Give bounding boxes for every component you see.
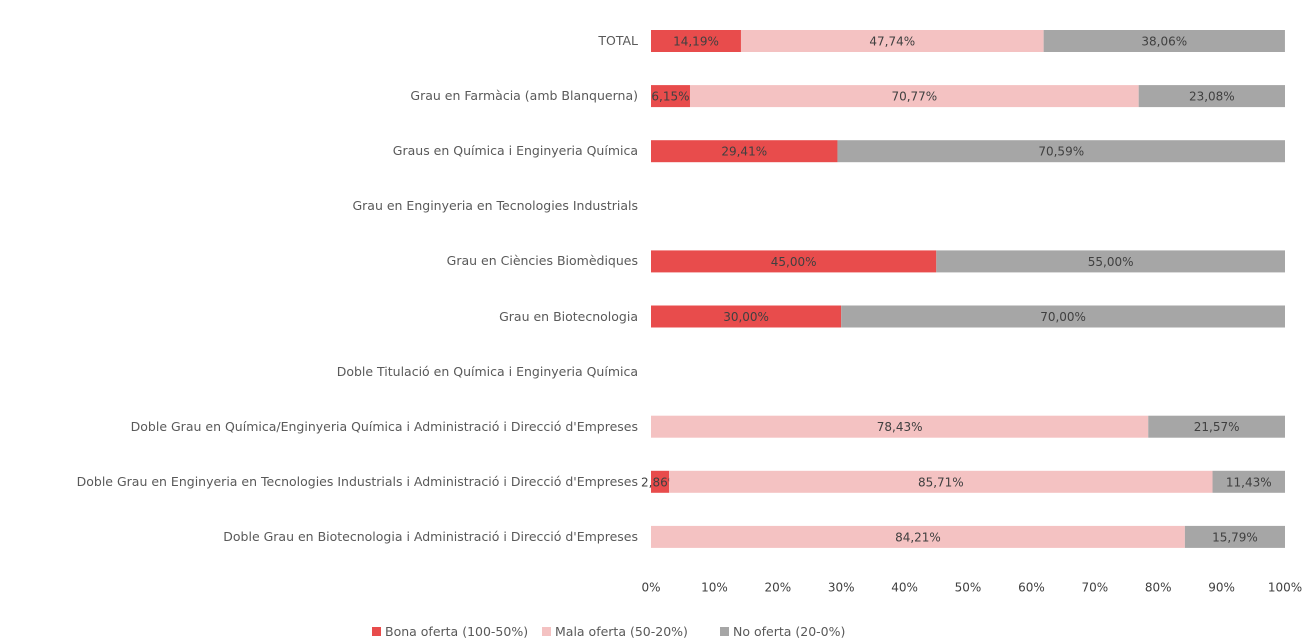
x-tick-label: 0%	[641, 581, 660, 595]
bar-segment	[1148, 415, 1285, 438]
bar-segment	[651, 85, 690, 108]
legend-label: Bona oferta (100-50%)	[385, 624, 529, 639]
data-label: 14,19%	[673, 35, 719, 49]
data-label: 23,08%	[1189, 90, 1235, 104]
category-label: Doble Grau en Química/Enginyeria Química…	[131, 416, 638, 438]
legend-label: Mala oferta (50-20%)	[555, 624, 688, 639]
category-text: Grau en Enginyeria en Tecnologies Indust…	[352, 198, 638, 214]
category-label: Doble Grau en Enginyeria en Tecnologies …	[77, 471, 638, 493]
category-label: Graus en Química i Enginyeria Química	[393, 140, 638, 162]
x-tick-label: 90%	[1208, 581, 1235, 595]
x-tick-label: 70%	[1081, 581, 1108, 595]
x-tick-label: 60%	[1018, 581, 1045, 595]
category-label: Doble Titulació en Química i Enginyeria …	[337, 361, 638, 383]
category-text: Grau en Farmàcia (amb Blanquerna)	[410, 88, 638, 104]
legend-label: No oferta (20-0%)	[733, 624, 846, 639]
bar-segment	[837, 140, 1285, 163]
category-text: Doble Grau en Biotecnologia i Administra…	[223, 528, 638, 544]
bar-segment	[651, 525, 1185, 548]
bar-segment	[651, 305, 842, 328]
category-label: TOTAL	[598, 30, 638, 52]
category-label: Grau en Farmàcia (amb Blanquerna)	[410, 85, 638, 107]
data-label: 29,41%	[721, 145, 767, 159]
data-label: 70,59%	[1038, 145, 1084, 159]
bar-segment	[669, 470, 1213, 493]
category-text: Grau en Ciències Biomèdiques	[446, 253, 638, 269]
bar-segment	[651, 470, 670, 493]
bar-segment	[651, 250, 937, 273]
bar-segment	[1043, 30, 1285, 52]
legend-swatch	[372, 627, 381, 636]
x-tick-label: 10%	[701, 581, 728, 595]
legend-swatch	[542, 627, 551, 636]
bar-segment	[1138, 85, 1285, 108]
bar-segment	[841, 305, 1285, 328]
category-text: Grau en Biotecnologia	[499, 308, 638, 324]
category-label: Doble Grau en Biotecnologia i Administra…	[223, 526, 638, 548]
x-tick-label: 40%	[891, 581, 918, 595]
data-label: 47,74%	[869, 35, 915, 49]
x-tick-label: 20%	[764, 581, 791, 595]
bar-segment	[936, 250, 1285, 273]
legend-item: Bona oferta (100-50%)	[372, 624, 528, 639]
category-text: Doble Grau en Química/Enginyeria Química…	[130, 418, 638, 434]
category-label: Grau en Enginyeria en Tecnologies Indust…	[352, 195, 638, 217]
bar-segment	[740, 30, 1044, 52]
data-label: 70,00%	[1040, 310, 1086, 324]
x-tick-label: 50%	[955, 581, 982, 595]
category-label: Grau en Biotecnologia	[499, 306, 638, 328]
bar-segment	[651, 415, 1149, 438]
data-label: 6,15%	[651, 90, 689, 104]
data-label: 55,00%	[1088, 255, 1134, 269]
data-label: 11,43%	[1226, 475, 1272, 489]
data-label: 45,00%	[771, 255, 817, 269]
category-text: Graus en Química i Enginyeria Química	[392, 143, 638, 159]
x-tick-label: 100%	[1268, 581, 1302, 595]
bar-segment	[651, 30, 741, 52]
data-label: 70,77%	[891, 90, 937, 104]
bar-segment	[1212, 470, 1285, 493]
bar-segment	[1184, 525, 1285, 548]
category-text: TOTAL	[598, 33, 638, 48]
bar-segment	[651, 140, 838, 163]
data-label: 85,71%	[918, 475, 964, 489]
x-tick-label: 80%	[1145, 581, 1172, 595]
category-text: Doble Titulació en Química i Enginyeria …	[336, 363, 638, 379]
legend-item: No oferta (20-0%)	[720, 624, 845, 639]
data-label: 30,00%	[723, 310, 769, 324]
category-text: Doble Grau en Enginyeria en Tecnologies …	[76, 473, 638, 489]
legend-item: Mala oferta (50-20%)	[542, 624, 688, 639]
x-tick-label: 30%	[828, 581, 855, 595]
data-label: 15,79%	[1212, 530, 1258, 544]
data-label: 38,06%	[1141, 35, 1187, 49]
data-label: 21,57%	[1194, 420, 1240, 434]
category-label: Grau en Ciències Biomèdiques	[447, 250, 638, 272]
data-label: 78,43%	[877, 420, 923, 434]
data-label: 84,21%	[895, 530, 941, 544]
legend-swatch	[720, 627, 729, 636]
bar-segment	[689, 85, 1139, 108]
